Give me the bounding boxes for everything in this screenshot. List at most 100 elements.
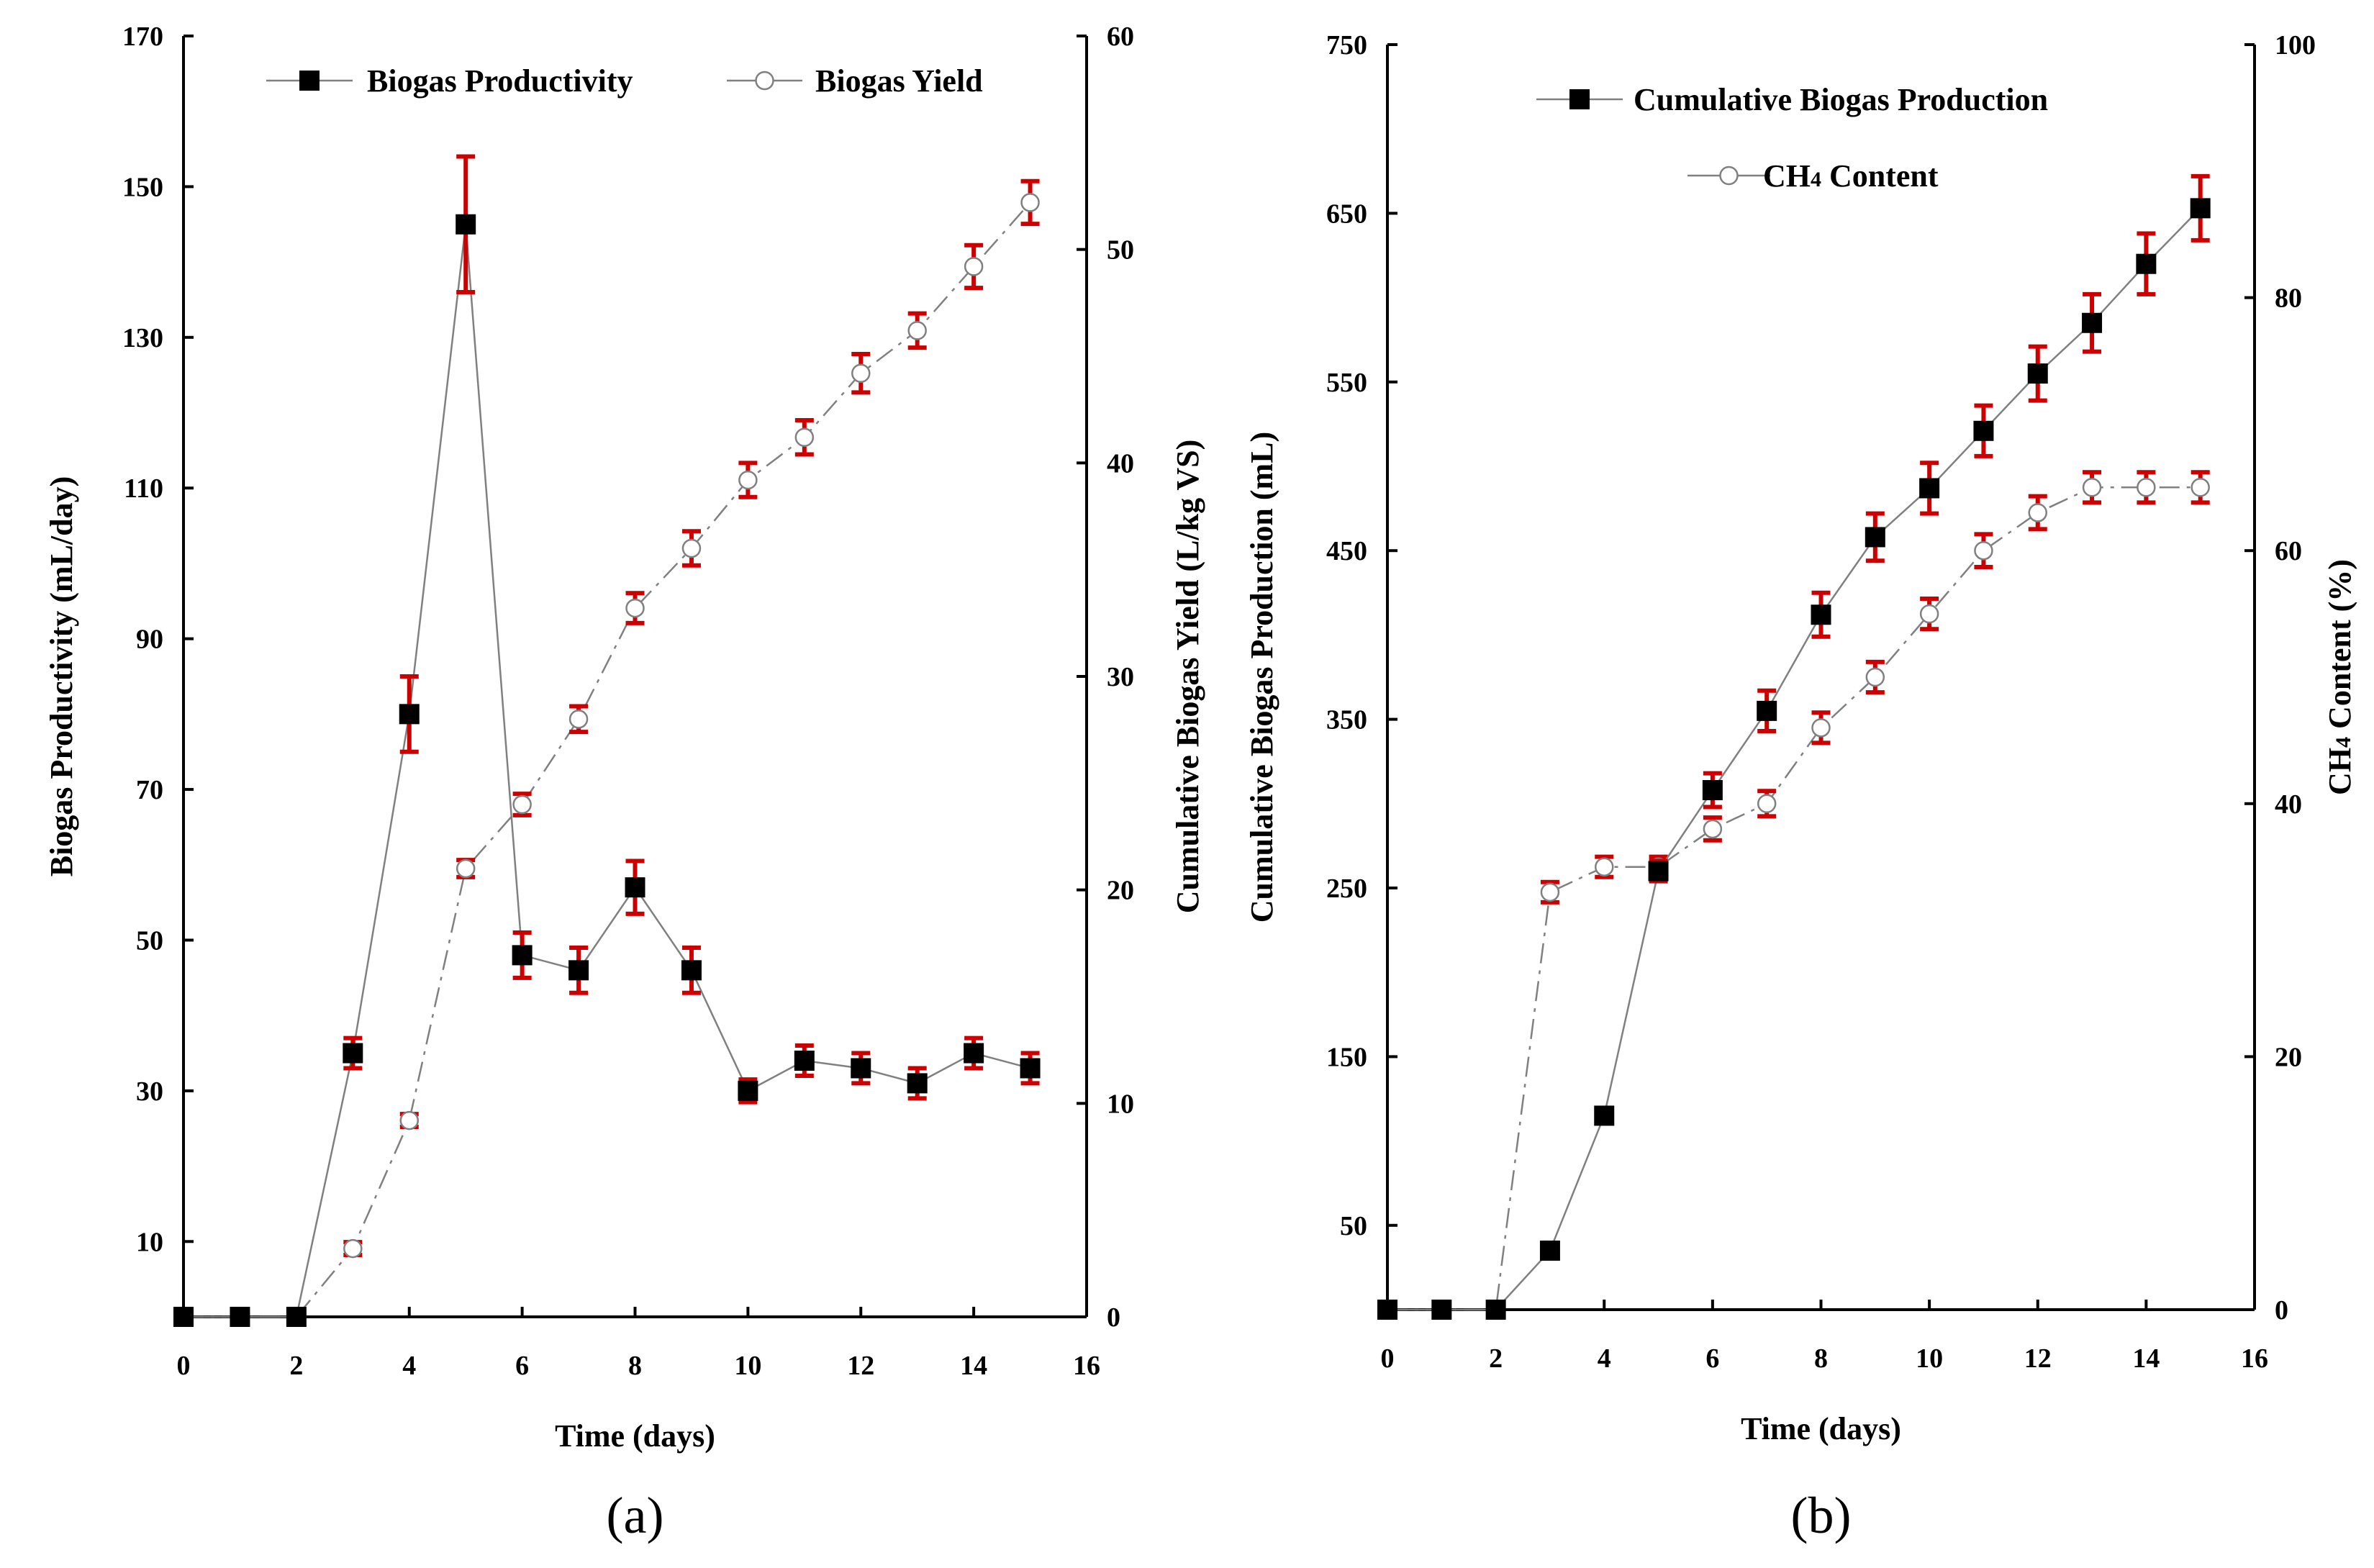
legend-label: Biogas Yield <box>815 63 983 99</box>
x-tick-label: 2 <box>1489 1343 1503 1374</box>
legend-entry: CH4 Content <box>1687 158 1939 194</box>
y-tick-label-right: 0 <box>1107 1302 1120 1333</box>
x-tick-label: 16 <box>2241 1343 2268 1374</box>
data-point-circle <box>512 794 532 815</box>
data-point-square <box>1377 1300 1397 1320</box>
x-tick-label: 12 <box>2024 1343 2052 1374</box>
data-point-circle <box>456 858 476 879</box>
legend-entry: Biogas Yield <box>727 63 983 99</box>
data-point-square <box>568 960 589 981</box>
data-point-square <box>2136 253 2157 274</box>
x-tick-label: 6 <box>515 1351 529 1381</box>
y-tick-label-left: 170 <box>122 22 163 52</box>
chart-panel-b: 0 2 4 6 8 10 12 14 16 50 150 250 350 450 550 650 750 0 20 4… <box>1244 30 2357 1544</box>
data-point-circle <box>2082 478 2102 497</box>
y-axis-label-right-subscript: 4 <box>2332 737 2355 748</box>
x-tick-label: 14 <box>2132 1343 2160 1374</box>
data-point-square <box>1020 1058 1041 1079</box>
y-tick-label-left: 150 <box>1326 1042 1367 1072</box>
data-point-square <box>625 877 645 898</box>
data-point-square <box>1539 1240 1560 1261</box>
y-tick-label-right: 40 <box>2275 789 2302 820</box>
data-point-square <box>851 1058 871 1079</box>
y-axis-label-right-part: CH <box>2322 748 2357 795</box>
data-point-square <box>2082 312 2103 333</box>
data-point-circle <box>1974 540 1993 561</box>
data-point-square <box>964 1043 984 1064</box>
data-point-square <box>2190 198 2211 219</box>
y-tick-label-left: 50 <box>136 925 163 956</box>
legend-label: Cumulative Biogas Production <box>1634 82 2048 117</box>
x-tick-label: 4 <box>1598 1343 1611 1374</box>
x-tick-label: 16 <box>1073 1351 1100 1381</box>
data-point-circle <box>1757 794 1777 814</box>
x-axis-label: Time (days) <box>555 1418 715 1454</box>
series-line <box>184 201 1031 1318</box>
y-tick-label-right: 60 <box>1107 22 1134 52</box>
y-tick-label-right: 20 <box>2275 1042 2302 1072</box>
data-point-circle <box>1811 718 1831 738</box>
x-tick-label: 0 <box>177 1351 191 1381</box>
data-point-circle <box>1595 857 1614 876</box>
y-tick-label-right: 10 <box>1107 1089 1134 1119</box>
y-tick-label-left: 50 <box>1340 1211 1367 1241</box>
y-tick-label-right: 20 <box>1107 876 1134 906</box>
series-line <box>184 224 1030 1318</box>
legend-marker-square <box>299 71 320 91</box>
panel-label: (b) <box>1791 1487 1852 1544</box>
data-point-circle <box>964 257 984 276</box>
y-axis-label-right: CH4 Content (%) <box>2322 559 2357 795</box>
legend-marker-circle <box>755 71 774 91</box>
data-point-square <box>1865 527 1885 548</box>
data-point-circle <box>851 363 871 383</box>
data-point-circle <box>343 1238 363 1259</box>
data-point-circle <box>1540 882 1560 902</box>
data-point-square <box>1594 1105 1615 1126</box>
y-tick-label-right: 0 <box>2275 1295 2288 1325</box>
y-tick-label-right: 40 <box>1107 448 1134 479</box>
legend-entry: Biogas Productivity <box>266 63 633 99</box>
data-point-circle <box>794 427 815 447</box>
y-tick-label-left: 450 <box>1326 536 1367 566</box>
data-point-square <box>681 960 702 981</box>
data-point-square <box>1811 604 1831 625</box>
panel-label: (a) <box>607 1487 664 1544</box>
legend-label: Biogas Productivity <box>367 63 633 99</box>
data-point-square <box>738 1080 758 1101</box>
legend-marker-circle <box>1719 166 1739 186</box>
data-point-square <box>399 704 420 725</box>
data-point-square <box>1973 420 1994 441</box>
x-tick-label: 2 <box>289 1351 303 1381</box>
x-tick-label: 8 <box>1814 1343 1828 1374</box>
data-point-circle <box>1020 193 1040 212</box>
y-tick-label-left: 90 <box>136 625 163 655</box>
x-tick-label: 6 <box>1705 1343 1719 1374</box>
data-point-square <box>2027 363 2048 384</box>
data-point-square <box>173 1307 194 1327</box>
series-biogas-yield <box>173 178 1040 1327</box>
y-tick-label-left: 650 <box>1326 199 1367 229</box>
data-point-circle <box>625 598 645 618</box>
y-tick-label-left: 150 <box>122 172 163 202</box>
data-point-circle <box>2137 478 2156 497</box>
series-ch4-content <box>1377 470 2210 1320</box>
x-tick-label: 12 <box>847 1351 874 1381</box>
x-tick-label: 10 <box>1916 1343 1943 1374</box>
data-point-circle <box>1703 819 1723 839</box>
data-point-circle <box>2190 478 2210 497</box>
data-point-circle <box>399 1110 419 1130</box>
data-point-square <box>456 214 476 235</box>
y-tick-label-left: 350 <box>1326 705 1367 735</box>
data-point-square <box>343 1043 363 1064</box>
data-point-square <box>1431 1300 1452 1320</box>
series-cumulative-biogas-production <box>1377 173 2211 1320</box>
x-tick-label: 4 <box>402 1351 416 1381</box>
data-point-square <box>1757 700 1777 721</box>
data-point-square <box>286 1307 307 1327</box>
data-point-square <box>1702 780 1723 801</box>
y-tick-label-right: 60 <box>2275 536 2302 566</box>
legend-entry: Cumulative Biogas Production <box>1536 82 2048 117</box>
legend-label-subscript: 4 <box>1811 168 1821 191</box>
x-tick-label: 10 <box>734 1351 761 1381</box>
